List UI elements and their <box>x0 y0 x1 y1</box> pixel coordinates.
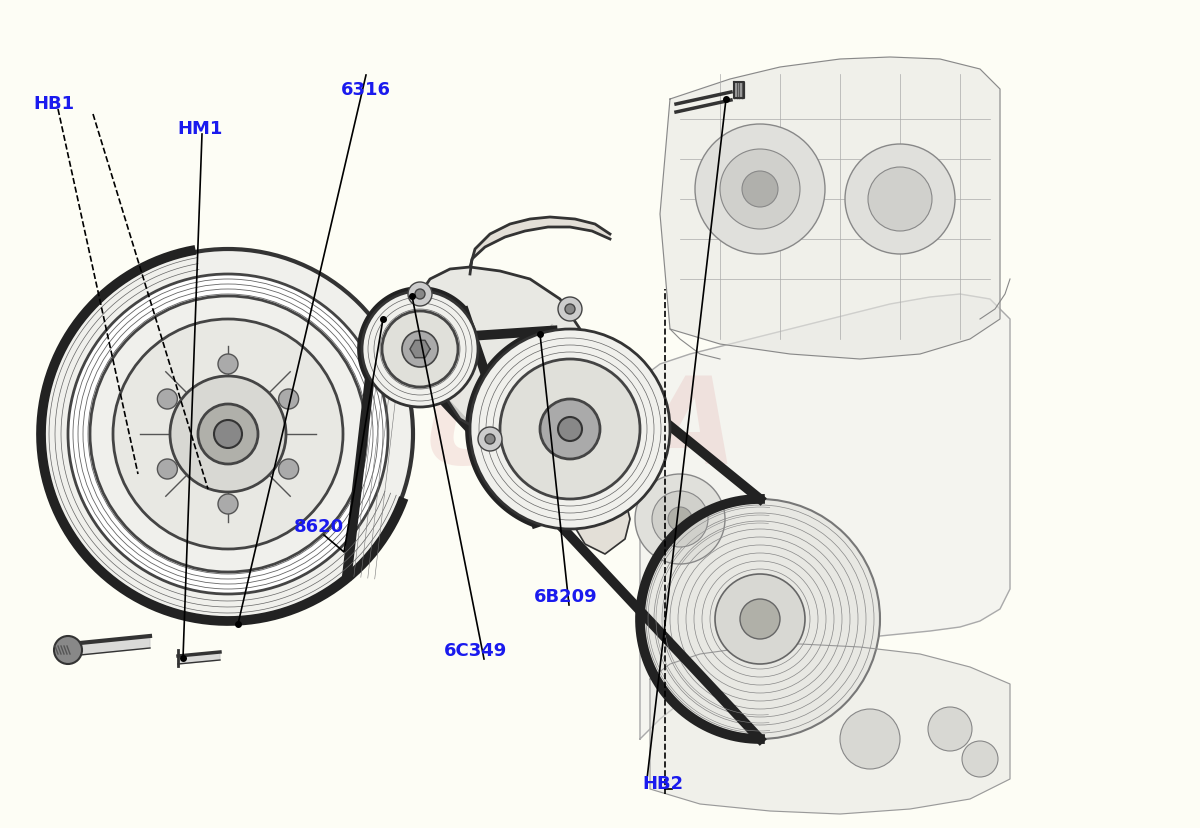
Circle shape <box>845 145 955 255</box>
Circle shape <box>558 417 582 441</box>
Text: HB2: HB2 <box>642 774 683 792</box>
Circle shape <box>485 435 496 445</box>
Text: 6B209: 6B209 <box>534 587 598 605</box>
Circle shape <box>408 282 432 306</box>
Circle shape <box>740 599 780 639</box>
Circle shape <box>695 125 826 255</box>
Circle shape <box>402 331 438 368</box>
Circle shape <box>668 508 692 532</box>
Polygon shape <box>178 652 220 664</box>
Circle shape <box>652 491 708 547</box>
Circle shape <box>720 150 800 229</box>
Circle shape <box>565 305 575 315</box>
Polygon shape <box>734 83 744 99</box>
Text: HM1: HM1 <box>178 120 222 137</box>
Polygon shape <box>565 430 630 554</box>
Polygon shape <box>640 295 1010 739</box>
Circle shape <box>278 460 299 479</box>
Polygon shape <box>70 636 150 657</box>
Circle shape <box>962 741 998 777</box>
Circle shape <box>558 297 582 321</box>
Circle shape <box>157 460 178 479</box>
Text: 6C349: 6C349 <box>444 641 508 659</box>
Text: HB1: HB1 <box>34 95 74 113</box>
Circle shape <box>928 707 972 751</box>
Circle shape <box>742 171 778 208</box>
Polygon shape <box>650 644 1010 814</box>
Circle shape <box>43 250 413 619</box>
Circle shape <box>198 405 258 465</box>
Polygon shape <box>470 218 610 275</box>
Circle shape <box>113 320 343 549</box>
Circle shape <box>382 311 458 388</box>
Circle shape <box>478 427 502 451</box>
Circle shape <box>840 709 900 769</box>
Text: SCHUMA: SCHUMA <box>142 371 738 488</box>
Circle shape <box>500 359 640 499</box>
Circle shape <box>868 168 932 232</box>
Circle shape <box>157 389 178 410</box>
Circle shape <box>715 575 805 664</box>
Circle shape <box>218 494 238 514</box>
Polygon shape <box>410 341 430 359</box>
Circle shape <box>415 290 425 300</box>
Text: c   a   r   n: c a r n <box>200 498 328 522</box>
Polygon shape <box>410 267 580 440</box>
Circle shape <box>362 291 478 407</box>
Circle shape <box>214 421 242 449</box>
Text: 8620: 8620 <box>294 518 344 536</box>
Circle shape <box>640 499 880 739</box>
Circle shape <box>170 377 286 493</box>
Text: 6316: 6316 <box>341 81 391 99</box>
Circle shape <box>635 474 725 565</box>
Circle shape <box>218 354 238 374</box>
Circle shape <box>470 330 670 529</box>
Circle shape <box>540 400 600 460</box>
Circle shape <box>90 296 366 572</box>
Circle shape <box>278 389 299 410</box>
Polygon shape <box>660 58 1000 359</box>
Circle shape <box>54 636 82 664</box>
Circle shape <box>68 275 388 595</box>
